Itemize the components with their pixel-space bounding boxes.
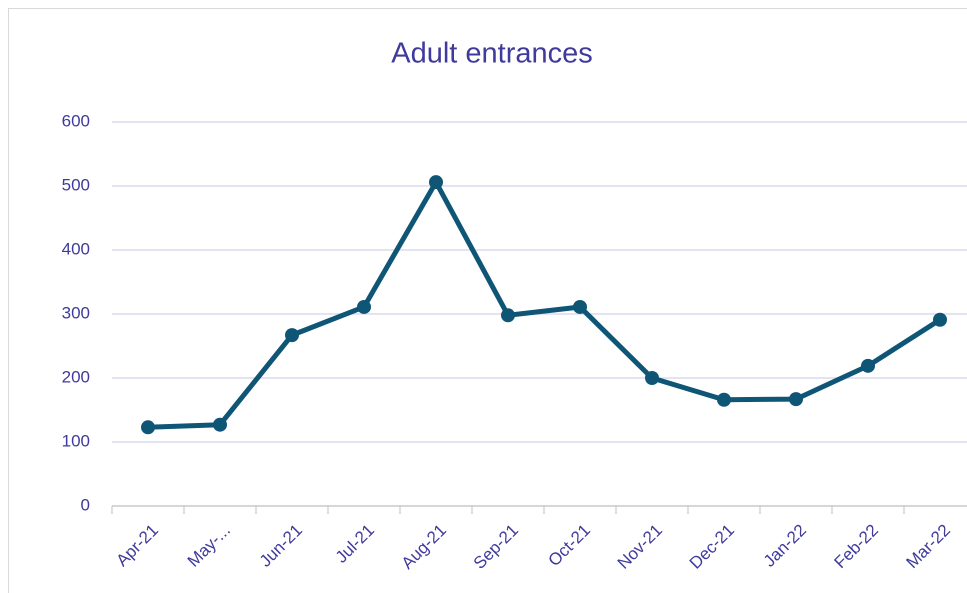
y-tick-label: 200 xyxy=(62,367,90,386)
chart-frame xyxy=(8,8,967,593)
point xyxy=(861,358,875,373)
y-tick-label: 600 xyxy=(62,111,90,130)
point xyxy=(573,299,587,314)
chart-title: Adult entrances xyxy=(391,38,593,70)
y-tick-label: 100 xyxy=(62,431,90,450)
point xyxy=(501,308,515,323)
point xyxy=(429,175,443,190)
line xyxy=(147,179,942,430)
point xyxy=(285,328,299,343)
y-tick-label: 500 xyxy=(62,175,90,194)
point xyxy=(717,392,731,407)
y-tick-label: 400 xyxy=(62,239,90,258)
y-tick-label: 300 xyxy=(62,303,90,322)
point xyxy=(141,420,155,435)
point xyxy=(213,417,227,432)
point xyxy=(789,392,803,407)
point xyxy=(357,299,371,314)
point xyxy=(933,312,947,327)
y-tick-label: 0 xyxy=(81,495,90,514)
point xyxy=(645,371,659,385)
